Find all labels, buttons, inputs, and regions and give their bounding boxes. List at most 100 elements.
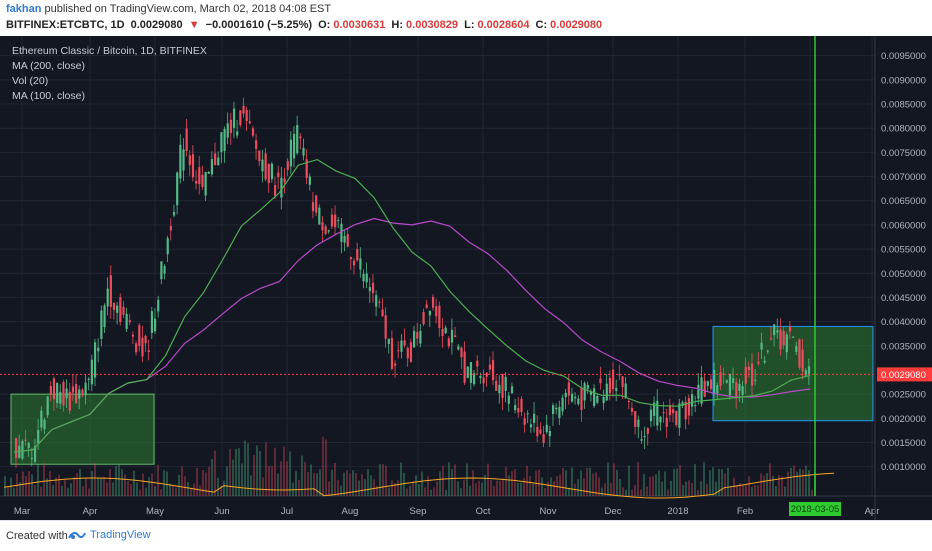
candle-body — [447, 338, 450, 347]
volume-bar — [364, 479, 366, 496]
volume-bar — [745, 485, 747, 496]
candle-body — [264, 153, 267, 180]
candle-body — [283, 178, 286, 183]
candle-body — [460, 347, 463, 358]
candle-body — [444, 327, 447, 334]
volume-bar — [547, 482, 549, 496]
volume-bar — [283, 446, 285, 496]
volume-bar — [409, 485, 411, 496]
candle-body — [687, 398, 691, 416]
candle-body — [185, 128, 188, 151]
legend-ma100[interactable]: MA (100, close) — [12, 90, 85, 102]
candle-body — [226, 123, 229, 138]
candle-body — [204, 172, 207, 196]
volume-bar — [496, 480, 498, 496]
volume-bar — [391, 480, 393, 496]
candle-body — [646, 428, 649, 434]
volume-bar — [616, 469, 618, 496]
y-tick-label: 0.0060000 — [881, 220, 926, 231]
x-tick-label: Sep — [410, 506, 427, 517]
candle-body — [504, 376, 507, 391]
candle-body — [529, 424, 533, 428]
volume-bar — [511, 471, 513, 496]
volume-bar — [706, 484, 708, 496]
volume-bar — [667, 489, 669, 496]
candle-body — [703, 380, 706, 397]
chart-canvas[interactable]: 0.0095000 0.0090000 0.0085000 0.0080000 0.00… — [0, 36, 932, 520]
candle-body — [65, 388, 68, 399]
volume-bar — [544, 488, 546, 496]
candle-body — [766, 350, 769, 352]
candle-body — [21, 441, 24, 459]
candle-body — [773, 324, 776, 336]
volume-bar — [730, 486, 732, 496]
candle-body — [593, 388, 596, 407]
candle-body — [719, 372, 722, 386]
volume-bar — [97, 477, 99, 496]
volume-bar — [46, 478, 48, 496]
candle-body — [788, 325, 792, 332]
candle-body — [700, 377, 703, 404]
volume-bar — [550, 477, 552, 496]
current-price-label: 0.0029080 — [881, 370, 926, 381]
candle-body — [103, 305, 106, 328]
candle-body — [589, 391, 593, 395]
candle-body — [116, 305, 119, 313]
candle-body — [779, 329, 782, 350]
candle-body — [406, 347, 409, 359]
volume-bar — [580, 470, 582, 496]
legend-volume[interactable]: Vol (20) — [12, 75, 49, 87]
volume-bar — [133, 470, 135, 496]
zone-box-left — [10, 393, 155, 465]
volume-bar — [253, 454, 255, 496]
candle-body — [672, 409, 675, 414]
candle-body — [179, 144, 182, 179]
y-tick-label: 0.0085000 — [881, 100, 926, 111]
y-tick-label: 0.0050000 — [881, 269, 926, 280]
candle-body — [84, 382, 87, 396]
author-link[interactable]: fakhan — [6, 3, 42, 15]
volume-bar — [130, 483, 132, 496]
candle-body — [713, 370, 716, 395]
candle-body — [507, 395, 510, 404]
volume-bar — [475, 483, 477, 496]
volume-bar — [421, 471, 423, 496]
candle-body — [321, 222, 324, 231]
candle-body — [792, 336, 795, 338]
volume-ma-line — [3, 472, 835, 499]
volume-bar — [727, 467, 729, 496]
candle-body — [741, 386, 744, 395]
volume-bar — [472, 470, 474, 496]
candle-body — [637, 419, 640, 427]
volume-bar — [334, 462, 336, 496]
candle-body — [375, 295, 378, 307]
candle-body — [68, 391, 71, 411]
volume-bar — [139, 489, 141, 496]
volume-bar — [808, 470, 810, 496]
volume-bar — [802, 469, 804, 496]
volume-bar — [424, 487, 426, 496]
candle-body — [801, 349, 804, 372]
tradingview-link[interactable]: TradingView — [68, 529, 151, 541]
volume-bar — [61, 485, 63, 496]
volume-bar — [436, 481, 438, 496]
candle-body — [176, 172, 179, 206]
candle-body — [596, 395, 599, 403]
volume-bar — [121, 469, 123, 496]
volume-bar — [610, 483, 612, 496]
volume-bar — [631, 489, 633, 496]
candle-body — [583, 383, 586, 401]
candle-body — [416, 332, 419, 339]
candle-body — [482, 377, 485, 384]
price-chart[interactable]: 0.0095000 0.0090000 0.0085000 0.0080000 0.00… — [0, 36, 932, 520]
volume-bar — [793, 465, 795, 496]
volume-bar — [376, 486, 378, 496]
x-tick-label: Apr — [865, 506, 880, 517]
volume-bar — [640, 489, 642, 496]
candle-body — [539, 429, 542, 434]
legend-ma200[interactable]: MA (200, close) — [12, 60, 85, 72]
candle-body — [485, 372, 488, 377]
date-marker-label: 2018-03-05 — [791, 504, 840, 515]
candle-body — [150, 311, 154, 333]
volume-bar — [70, 483, 72, 496]
